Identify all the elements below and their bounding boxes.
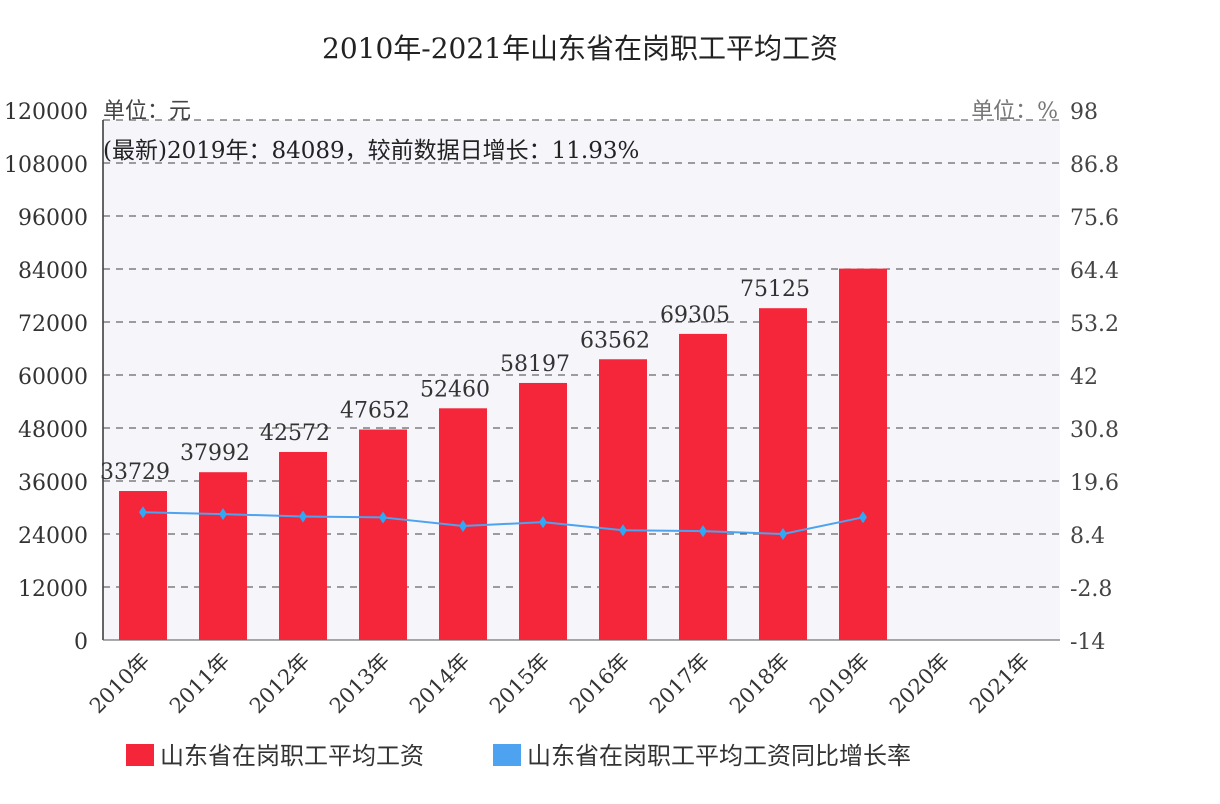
left-tick-label: 12000 [18, 577, 88, 602]
right-tick-label: 19.6 [1070, 471, 1119, 496]
growth-point [139, 506, 147, 519]
legend-swatch-bar [126, 744, 154, 766]
right-tick-label: -2.8 [1070, 577, 1112, 602]
growth-point [779, 528, 787, 540]
right-tick-label: 8.4 [1070, 524, 1105, 549]
x-tick-label: 2020年 [885, 649, 955, 719]
right-tick-label: -14 [1070, 630, 1105, 655]
bar [599, 359, 647, 640]
bar-value-label: 47652 [340, 399, 410, 424]
left-tick-label: 84000 [18, 259, 88, 284]
bar [519, 382, 567, 640]
bar-value-label: 75125 [740, 277, 810, 302]
x-tick-label: 2019年 [805, 649, 875, 719]
x-tick-label: 2016年 [565, 649, 635, 719]
x-tick-label: 2014年 [405, 649, 475, 719]
right-tick-label: 98 [1070, 100, 1098, 125]
left-tick-label: 60000 [18, 365, 88, 390]
left-tick-label: 0 [74, 630, 88, 655]
bar-value-label: 63562 [580, 328, 650, 353]
left-tick-label: 48000 [18, 418, 88, 443]
left-tick-label: 24000 [18, 524, 88, 549]
bar-value-label: 33729 [100, 460, 170, 485]
left-tick-label: 96000 [18, 206, 88, 231]
legend-label-bar: 山东省在岗职工平均工资 [160, 742, 424, 770]
x-tick-label: 2015年 [485, 649, 555, 719]
growth-point [619, 524, 627, 537]
growth-point [859, 511, 867, 524]
chart-title: 2010年-2021年山东省在岗职工平均工资 [322, 32, 838, 65]
left-tick-label: 72000 [18, 312, 88, 337]
bar-value-label: 58197 [500, 352, 570, 377]
bar [679, 333, 727, 640]
bar-value-label: 52460 [420, 377, 490, 402]
right-tick-label: 64.4 [1070, 259, 1119, 284]
x-tick-label: 2013年 [325, 649, 395, 719]
left-tick-label: 108000 [4, 153, 88, 178]
legend-label-line: 山东省在岗职工平均工资同比增长率 [527, 742, 911, 770]
growth-point [539, 516, 547, 529]
plot-area [103, 120, 1060, 640]
x-tick-label: 2017年 [645, 649, 715, 719]
growth-point [459, 519, 467, 532]
bar [199, 472, 247, 640]
x-tick-label: 2012年 [245, 649, 315, 719]
legend-swatch-line [493, 744, 521, 766]
growth-point [379, 511, 387, 524]
right-tick-label: 75.6 [1070, 206, 1119, 231]
left-tick-label: 120000 [4, 100, 88, 125]
bar [279, 451, 327, 640]
growth-line [142, 511, 864, 536]
latest-annotation: (最新)2019年：84089，较前数据日增长：11.93% [103, 138, 639, 164]
right-tick-label: 30.8 [1070, 418, 1119, 443]
right-tick-label: 42 [1070, 365, 1098, 390]
bar [759, 308, 807, 640]
bar [839, 268, 887, 640]
growth-point [699, 525, 707, 538]
legend: 山东省在岗职工平均工资 山东省在岗职工平均工资同比增长率 [126, 742, 911, 770]
bar-value-label: 69305 [660, 303, 730, 328]
x-tick-label: 2021年 [965, 649, 1035, 719]
bar-value-label: 42572 [260, 421, 330, 446]
bar-value-label: 37992 [180, 441, 250, 466]
left-tick-label: 36000 [18, 471, 88, 496]
right-tick-label: 86.8 [1070, 153, 1119, 178]
growth-point [219, 508, 227, 521]
bar [359, 429, 407, 640]
growth-point [299, 510, 307, 523]
x-tick-label: 2010年 [85, 649, 155, 719]
x-tick-label: 2011年 [165, 649, 235, 719]
x-tick-label: 2018年 [725, 649, 795, 719]
right-tick-label: 53.2 [1070, 312, 1119, 337]
